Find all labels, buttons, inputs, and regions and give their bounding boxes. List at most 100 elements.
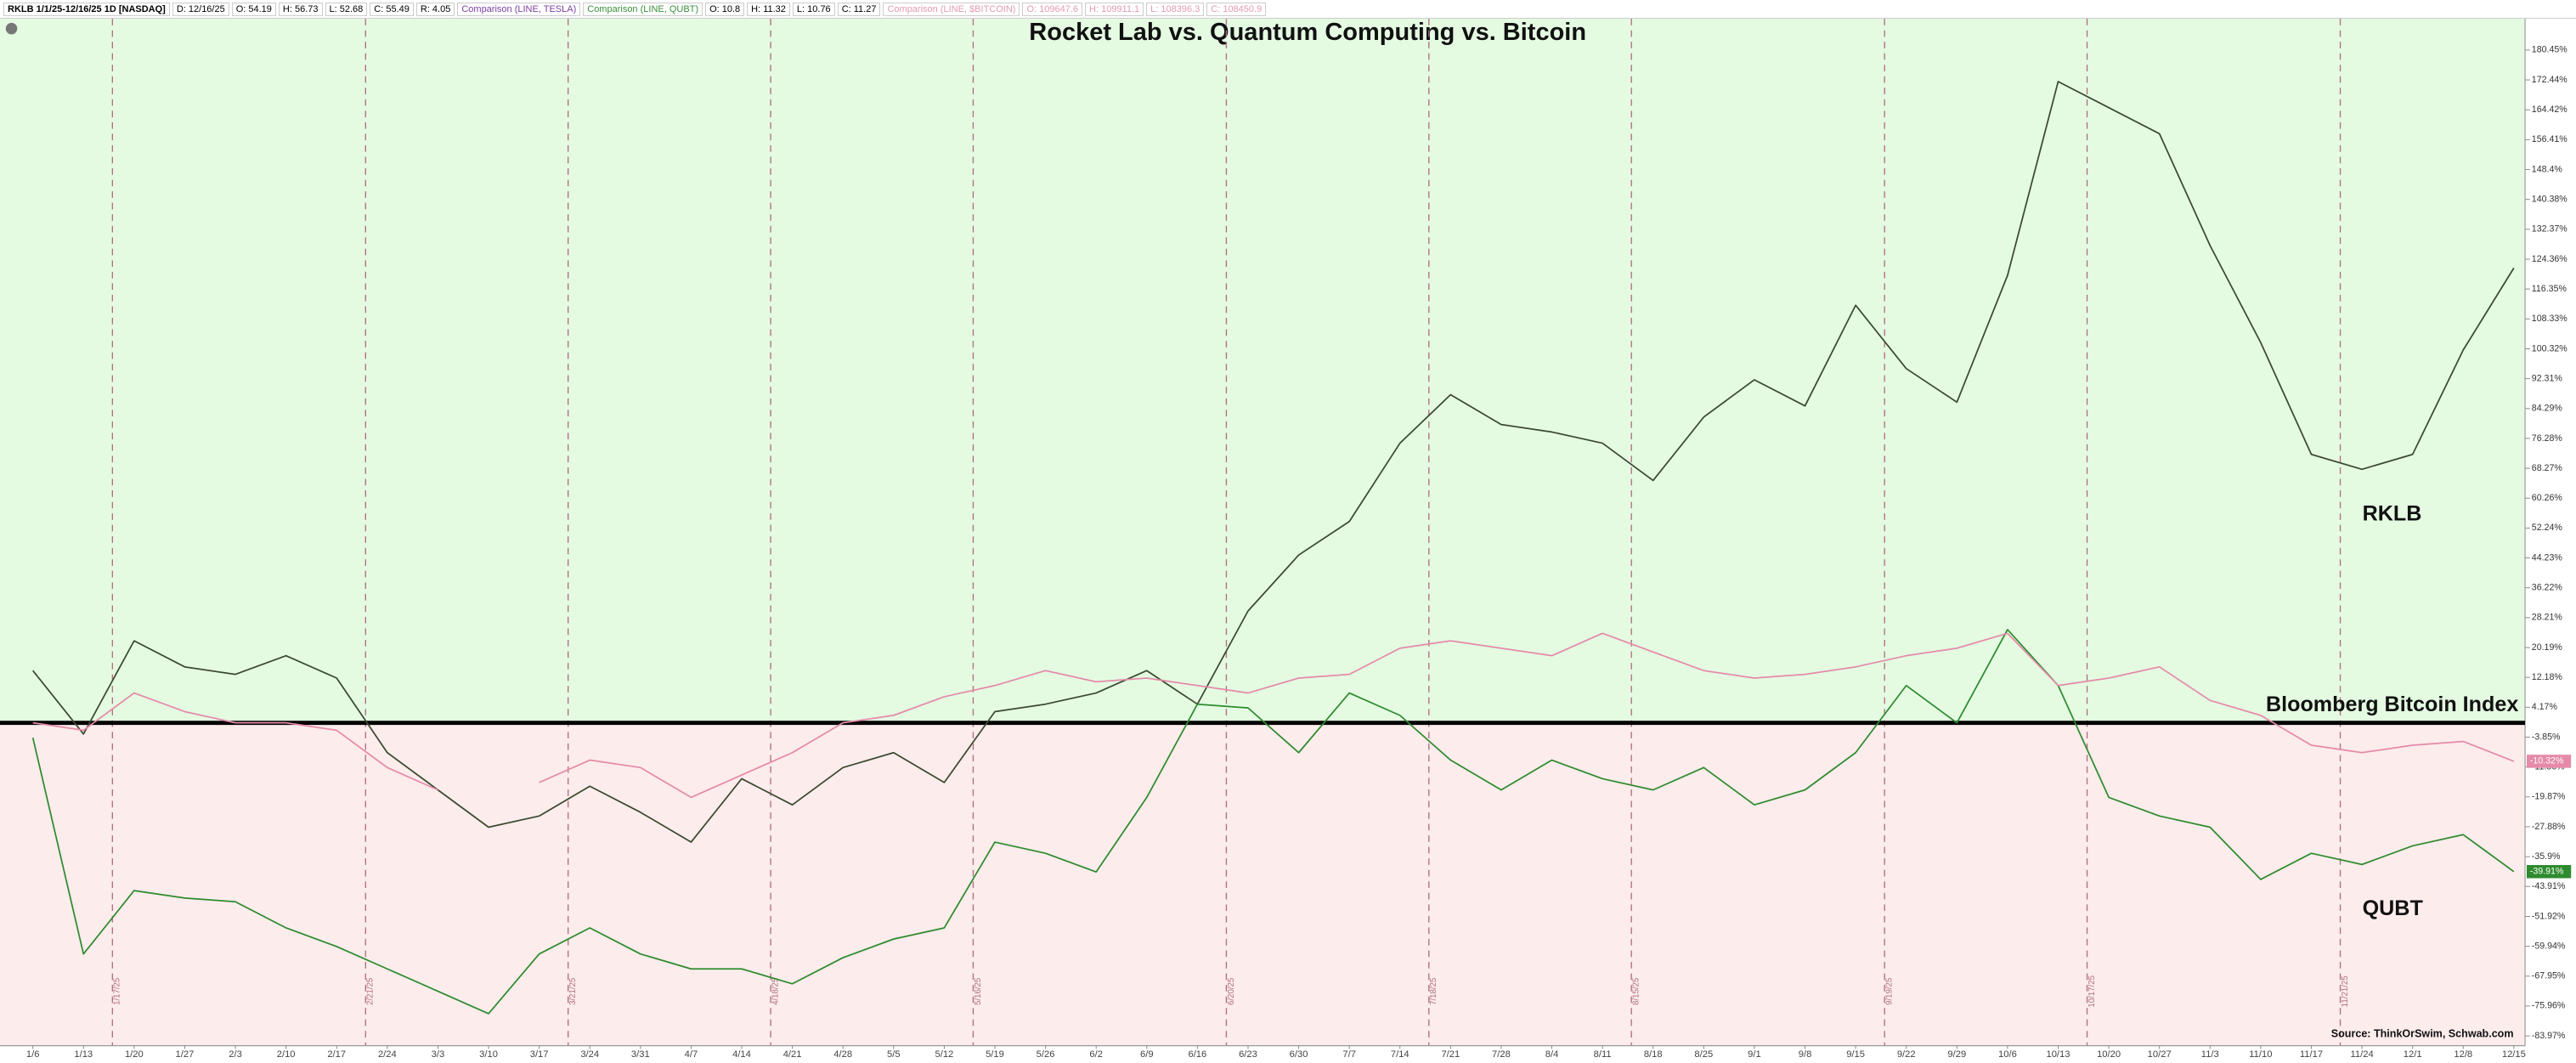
y-tick-label: 180.45% (2532, 45, 2568, 55)
y-tick-label: 44.23% (2532, 552, 2563, 563)
y-tick-label: -59.94% (2532, 941, 2566, 951)
x-tick-label: 2/3 (229, 1049, 242, 1060)
info-icon (5, 22, 18, 35)
header-item: Comparison (LINE, $BITCOIN) (883, 2, 1020, 16)
header-item: R: 4.05 (415, 2, 455, 16)
header-item: O: 54.19 (231, 2, 276, 16)
x-tick-label: 10/13 (2046, 1049, 2070, 1060)
series-line (31, 81, 2515, 843)
x-tick-label: 8/11 (1594, 1049, 1612, 1060)
y-tick-label: 140.38% (2532, 195, 2568, 205)
x-tick-label: 8/25 (1694, 1049, 1713, 1060)
header-item: RKLB 1/1/25-12/16/25 1D [NASDAQ] (3, 2, 170, 16)
x-tick-label: 1/20 (125, 1049, 144, 1060)
y-tick-label: 116.35% (2532, 284, 2568, 294)
x-tick-label: 4/14 (732, 1049, 751, 1060)
header-item: C: 55.49 (370, 2, 414, 16)
x-tick-label: 2/10 (277, 1049, 296, 1060)
negative-zone (0, 722, 2526, 1046)
series-label: RKLB (2363, 502, 2422, 526)
y-tick-label: 68.27% (2532, 463, 2563, 473)
x-tick-label: 11/3 (2201, 1049, 2219, 1060)
y-tick-label: 164.42% (2532, 105, 2568, 115)
y-tick-label: 172.44% (2532, 75, 2568, 85)
expiration-label: 8/15/25 (1632, 978, 1641, 1005)
x-tick-label: 9/29 (1947, 1049, 1966, 1060)
x-tick-label: 8/4 (1545, 1049, 1559, 1060)
header-item: C: 11.27 (837, 2, 881, 16)
x-tick-label: 2/17 (327, 1049, 346, 1060)
y-tick-label: -75.96% (2532, 1001, 2566, 1011)
x-tick-label: 1/27 (176, 1049, 195, 1060)
value-badge (2526, 865, 2572, 879)
y-tick-label: 60.26% (2532, 493, 2563, 503)
expiration-label: 2/21/25 (366, 978, 376, 1005)
x-tick-label: 1/6 (26, 1049, 40, 1060)
header-item: D: 12/16/25 (172, 2, 229, 16)
header-bar: RKLB 1/1/25-12/16/25 1D [NASDAQ] D: 12/16… (0, 0, 2576, 19)
x-tick-label: 10/27 (2148, 1049, 2172, 1060)
y-tick-label: 92.31% (2532, 373, 2563, 383)
x-tick-label: 6/23 (1239, 1049, 1257, 1060)
header-item: H: 11.32 (747, 2, 790, 16)
x-tick-label: 5/26 (1037, 1049, 1055, 1060)
y-tick-label: 124.36% (2532, 254, 2568, 264)
x-tick-label: 7/7 (1342, 1049, 1356, 1060)
expiration-label: 3/21/25 (568, 978, 578, 1005)
series-line (32, 632, 2515, 799)
series-label: Bloomberg Bitcoin Index (2266, 693, 2518, 716)
y-tick-label: 156.41% (2532, 134, 2568, 144)
series-line (31, 629, 2515, 1015)
header-item: C: 108450.9 (1206, 2, 1267, 16)
y-tick-label: 20.19% (2532, 642, 2563, 653)
y-tick-label: -35.9% (2532, 851, 2561, 862)
x-tick-label: 12/1 (2404, 1049, 2422, 1060)
x-tick-label: 2/24 (378, 1049, 397, 1060)
x-tick-label: 7/14 (1391, 1049, 1409, 1060)
y-tick-label: -83.97% (2532, 1031, 2566, 1041)
x-tick-label: 3/10 (479, 1049, 498, 1060)
x-tick-label: 8/18 (1644, 1049, 1663, 1060)
x-tick-label: 7/21 (1441, 1049, 1460, 1060)
expiration-label: 1/17/25 (113, 978, 122, 1005)
header-item: L: 108396.3 (1146, 2, 1205, 16)
y-tick-label: 12.18% (2532, 672, 2563, 682)
x-tick-label: 10/6 (1998, 1049, 2017, 1060)
y-tick-label: 148.4% (2532, 164, 2563, 174)
expiration-label: 11/21/25 (2341, 975, 2350, 1007)
header-item: O: 109647.6 (1022, 2, 1083, 16)
expiration-label: 7/18/25 (1429, 978, 1438, 1005)
y-tick-label: 100.32% (2532, 343, 2568, 353)
expiration-label: 9/19/25 (1885, 978, 1895, 1005)
y-tick-label: -19.87% (2532, 792, 2566, 802)
expiration-label: 10/17/25 (2087, 975, 2097, 1008)
y-tick-label: 108.33% (2532, 314, 2568, 324)
y-tick-label: 84.29% (2532, 404, 2563, 414)
y-tick-label: -27.88% (2532, 822, 2566, 832)
header-item: L: 52.68 (325, 2, 368, 16)
x-tick-label: 12/8 (2454, 1049, 2472, 1060)
header-item: H: 109911.1 (1085, 2, 1144, 16)
header-item: Comparison (LINE, TESLA) (457, 2, 581, 16)
y-tick-label: 76.28% (2532, 433, 2563, 444)
y-tick-label: -43.91% (2532, 881, 2566, 891)
value-label: -39.91% (2530, 867, 2564, 877)
value-label: -10.32% (2530, 756, 2564, 766)
x-tick-label: 5/12 (935, 1049, 953, 1060)
y-tick-label: -3.85% (2532, 732, 2561, 742)
y-tick-label: 132.37% (2532, 224, 2568, 235)
header-item: H: 56.73 (278, 2, 323, 16)
x-tick-label: 5/5 (887, 1049, 901, 1060)
x-tick-label: 9/22 (1897, 1049, 1916, 1060)
x-tick-label: 4/28 (833, 1049, 852, 1060)
x-tick-label: 4/21 (783, 1049, 802, 1060)
y-tick-label: 4.17% (2532, 702, 2558, 712)
expiration-label: 5/16/25 (974, 978, 983, 1005)
x-tick-label: 11/10 (2249, 1049, 2272, 1060)
chart-title: Rocket Lab vs. Quantum Computing vs. Bit… (1029, 19, 1586, 46)
x-tick-label: 11/17 (2300, 1049, 2323, 1060)
positive-zone (0, 19, 2526, 723)
source-note: Source: ThinkOrSwim, Schwab.com (2331, 1027, 2514, 1039)
header-item: Comparison (LINE, QUBT) (583, 2, 703, 16)
